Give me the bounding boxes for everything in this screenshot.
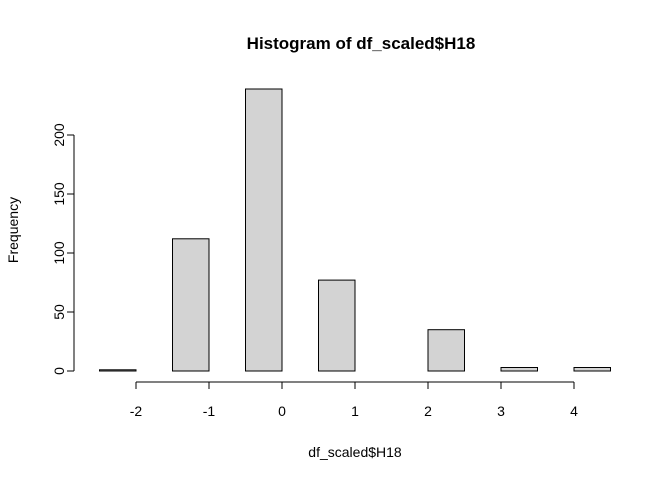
histogram-bars	[99, 88, 611, 372]
histogram-bar-9	[427, 329, 465, 372]
x-tick-label-5: 3	[497, 403, 505, 419]
y-tick-label-3: 150	[51, 182, 67, 206]
histogram-bar-4	[245, 88, 283, 372]
histogram-bar-6	[318, 279, 356, 372]
histogram-bar-2	[172, 238, 210, 372]
y-axis-label: Frequency	[5, 197, 21, 263]
y-tick-label-2: 100	[51, 241, 67, 265]
chart-title: Histogram of df_scaled$H18	[247, 34, 476, 53]
x-tick-label-4: 2	[424, 403, 432, 419]
histogram-bar-11	[500, 367, 538, 372]
x-tick-label-2: 0	[278, 403, 286, 419]
y-tick-label-1: 50	[51, 304, 67, 320]
y-axis: 0 50 100 150 200	[51, 123, 75, 375]
x-tick-label-0: -2	[130, 403, 143, 419]
histogram-bar-0	[99, 369, 137, 372]
x-tick-label-6: 4	[570, 403, 578, 419]
y-tick-label-0: 0	[51, 367, 67, 375]
x-tick-label-3: 1	[351, 403, 359, 419]
histogram-bar-13	[573, 367, 611, 372]
x-axis-label: df_scaled$H18	[308, 444, 402, 460]
x-axis: -2 -1 0 1 2 3 4	[130, 381, 578, 419]
y-tick-label-4: 200	[51, 123, 67, 147]
x-tick-label-1: -1	[203, 403, 216, 419]
